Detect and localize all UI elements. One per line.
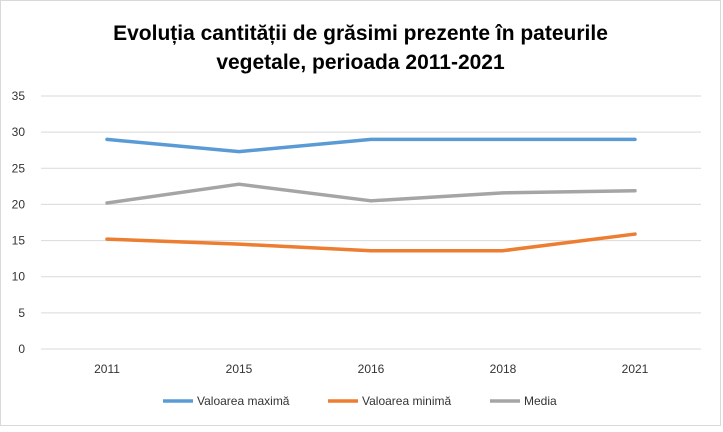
legend-label-3: Media: [524, 394, 557, 408]
gridlines: [41, 95, 701, 350]
data-point: [369, 249, 373, 253]
x-tick-label: 2015: [226, 362, 253, 376]
x-tick-label: 2021: [622, 362, 649, 376]
data-point: [501, 137, 505, 141]
x-tick-label: 2018: [490, 362, 517, 376]
y-tick-label: 15: [12, 234, 26, 248]
y-tick-label: 0: [18, 342, 25, 356]
data-point: [369, 199, 373, 203]
legend-label-2: Valoarea minimă: [362, 394, 451, 408]
x-axis-ticks: 2011 2015 2016 2018 2021: [94, 362, 649, 376]
data-point: [105, 237, 109, 241]
data-point: [105, 201, 109, 205]
data-point: [237, 182, 241, 186]
y-axis-ticks: 0 5 10 15 20 25 30 35: [12, 89, 26, 356]
data-point: [105, 137, 109, 141]
series-line-2: [105, 232, 637, 253]
data-point: [237, 150, 241, 154]
y-tick-label: 25: [12, 161, 26, 175]
chart-title-line-1: Evoluția cantității de grăsimi prezente …: [113, 22, 608, 45]
chart-title-line-2: vegetale, perioada 2011-2021: [216, 51, 505, 74]
y-tick-label: 5: [18, 306, 25, 320]
data-point: [633, 137, 637, 141]
y-tick-label: 35: [12, 89, 26, 103]
x-tick-label: 2016: [358, 362, 385, 376]
legend-label-1: Valoarea maximă: [197, 394, 290, 408]
y-tick-label: 10: [12, 270, 26, 284]
legend: Valoarea maximă Valoarea minimă Media: [163, 394, 557, 408]
y-tick-label: 30: [12, 125, 26, 139]
data-point: [501, 249, 505, 253]
data-point: [633, 189, 637, 193]
data-point: [369, 137, 373, 141]
y-tick-label: 20: [12, 197, 26, 211]
data-point: [237, 242, 241, 246]
data-point: [501, 191, 505, 195]
data-point: [633, 232, 637, 236]
series-line-1: [105, 137, 637, 154]
chart-title: Evoluția cantității de grăsimi prezente …: [1, 19, 720, 77]
series-lines: [105, 137, 637, 253]
x-tick-label: 2011: [94, 362, 120, 376]
